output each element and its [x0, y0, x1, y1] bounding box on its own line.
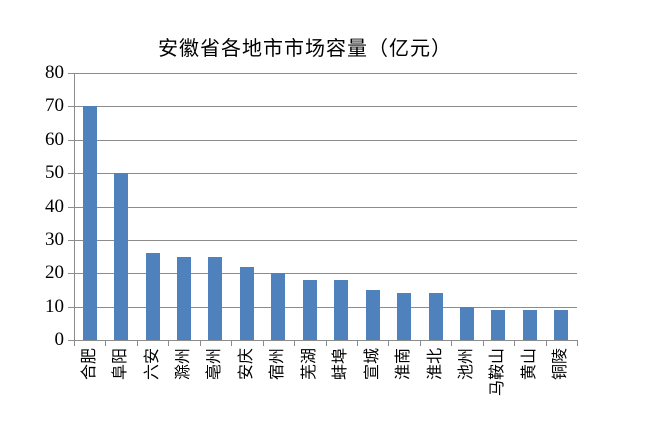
gridline	[74, 106, 577, 108]
y-tick-label: 40	[45, 195, 64, 217]
bar	[365, 289, 380, 340]
bar	[82, 106, 97, 340]
x-axis-tick	[231, 340, 233, 346]
y-tick-label: 0	[54, 329, 65, 350]
x-axis-tick	[419, 340, 421, 346]
x-axis-tick	[545, 340, 547, 346]
bar	[177, 256, 192, 340]
gridline	[74, 273, 577, 275]
bar	[239, 266, 254, 340]
bar	[491, 309, 506, 340]
y-axis-tick	[68, 239, 74, 241]
x-axis-tick	[199, 340, 201, 346]
gridline	[74, 239, 577, 241]
y-tick-label: 10	[45, 295, 64, 317]
x-category-label: 芜湖	[301, 347, 318, 380]
y-axis-tick	[68, 106, 74, 108]
bar	[334, 279, 349, 340]
chart-title: 安徽省各地市市场容量（亿元）	[158, 38, 452, 60]
x-axis-tick	[388, 340, 390, 346]
gridline	[74, 206, 577, 208]
x-category-label: 蚌埠	[332, 347, 349, 380]
x-category-label-text: 宣城	[363, 348, 381, 381]
bar	[145, 253, 160, 340]
x-category-label-text: 合肥	[80, 348, 98, 381]
gridline	[74, 73, 577, 74]
x-axis-tick	[262, 340, 264, 346]
x-category-label: 六安	[144, 347, 161, 380]
x-category-label-text: 淮南	[395, 348, 413, 381]
x-category-label: 黄山	[521, 347, 538, 380]
x-category-label-text: 铜陵	[552, 348, 570, 381]
y-axis-tick	[68, 340, 74, 341]
x-axis-tick	[168, 340, 170, 346]
x-axis-tick	[136, 340, 138, 346]
x-category-label: 宣城	[364, 347, 381, 380]
y-axis-line	[74, 73, 75, 341]
x-category-label-text: 安庆	[237, 348, 255, 381]
x-category-label-text: 宿州	[269, 348, 287, 381]
y-tick-label: 30	[45, 228, 64, 250]
gridline	[74, 173, 577, 175]
x-axis-tick	[325, 340, 327, 346]
x-category-label-text: 阜阳	[112, 348, 130, 381]
y-tick-label: 20	[45, 262, 64, 284]
x-category-label: 池州	[458, 347, 475, 380]
x-category-label: 马鞍山	[489, 347, 506, 396]
x-category-label-text: 滁州	[175, 348, 193, 381]
x-category-label: 淮南	[395, 347, 412, 380]
x-axis-tick	[514, 340, 516, 346]
bar	[397, 293, 412, 340]
bar	[428, 293, 443, 340]
x-category-label: 滁州	[175, 347, 192, 380]
gridline	[74, 139, 577, 141]
x-category-label-text: 蚌埠	[332, 348, 350, 381]
x-category-label: 阜阳	[112, 347, 129, 380]
x-axis-tick	[356, 340, 358, 346]
y-tick-label: 60	[45, 128, 64, 150]
x-category-label: 亳州	[206, 347, 223, 380]
y-tick-label: 70	[45, 95, 64, 117]
x-category-label-text: 池州	[457, 348, 475, 381]
bar	[114, 173, 129, 340]
bar	[271, 273, 286, 340]
x-category-label-text: 淮北	[426, 348, 444, 381]
x-axis-tick	[577, 340, 578, 346]
bar	[459, 306, 474, 340]
y-axis-tick	[68, 73, 74, 74]
x-category-label: 合肥	[81, 347, 98, 380]
x-axis-tick	[294, 340, 296, 346]
x-category-label: 铜陵	[552, 347, 569, 380]
y-axis-tick	[68, 206, 74, 208]
x-category-label-text: 马鞍山	[489, 348, 507, 397]
x-axis-tick	[105, 340, 107, 346]
y-axis-tick	[68, 173, 74, 175]
bar	[554, 309, 569, 340]
bar	[302, 279, 317, 340]
y-axis-tick	[68, 306, 74, 308]
bar	[522, 309, 537, 340]
y-axis-tick	[68, 139, 74, 141]
x-category-label-text: 芜湖	[300, 348, 318, 381]
x-category-label: 淮北	[427, 347, 444, 380]
x-category-label: 宿州	[269, 347, 286, 380]
x-axis-tick	[451, 340, 453, 346]
y-axis-tick	[68, 273, 74, 275]
bar	[208, 256, 223, 340]
x-axis-tick	[482, 340, 484, 346]
x-category-label-text: 六安	[143, 348, 161, 381]
x-category-label: 安庆	[238, 347, 255, 380]
x-category-label-text: 黄山	[520, 348, 538, 381]
x-category-label-text: 亳州	[206, 348, 224, 381]
y-tick-label: 50	[45, 162, 64, 184]
x-axis-tick	[74, 340, 75, 346]
gridline	[74, 306, 577, 308]
y-tick-label: 80	[45, 62, 64, 83]
